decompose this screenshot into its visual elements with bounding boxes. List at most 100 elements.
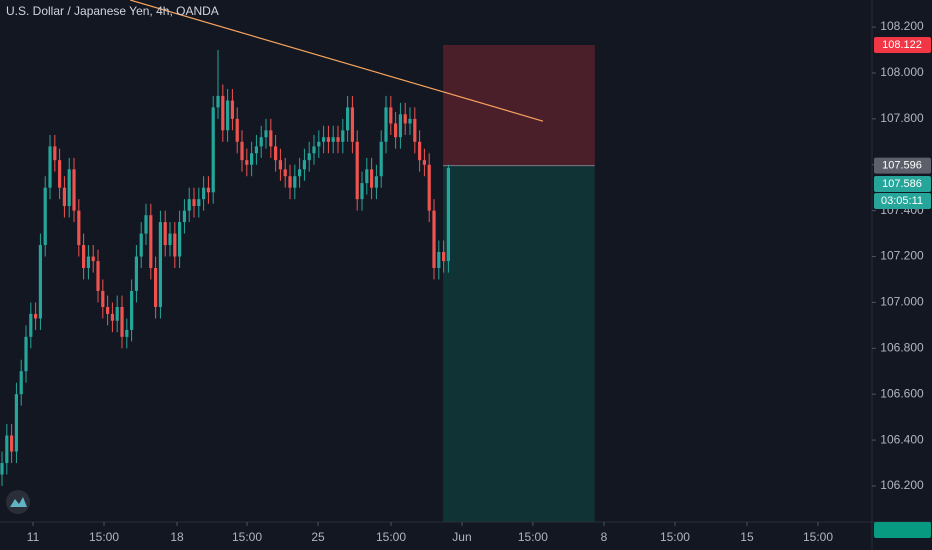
x-tick-label: 15 (740, 530, 754, 544)
candle-body (19, 371, 23, 395)
candle-body (158, 222, 163, 308)
candle-body (326, 137, 331, 142)
candle-body (72, 169, 76, 211)
candle-body (379, 141, 383, 177)
y-tick-label: 106.400 (880, 432, 924, 446)
candle-body (298, 169, 302, 177)
candle-body (182, 210, 187, 223)
x-tick-label: 15:00 (803, 530, 833, 544)
y-tick-label: 106.200 (880, 478, 924, 492)
candle-body (230, 100, 235, 119)
candle-body (312, 146, 316, 154)
y-tick-label: 108.200 (880, 19, 924, 33)
x-tick-label: Jun (452, 530, 471, 544)
candle-body (202, 187, 206, 200)
candle-body (120, 307, 124, 337)
x-tick-label: 15:00 (232, 530, 262, 544)
candle-body (374, 176, 379, 188)
candle-body (130, 290, 134, 330)
x-tick-label: 11 (27, 530, 40, 544)
candle-body (341, 130, 345, 142)
candle-body (442, 251, 446, 262)
target-zone (443, 165, 595, 522)
candle-body (317, 141, 321, 147)
candle-body (53, 146, 57, 161)
y-tick-label: 107.800 (880, 111, 924, 125)
x-tick-label: 15:00 (376, 530, 406, 544)
candle-body (106, 307, 110, 314)
candle-body (221, 95, 225, 131)
candle-body (14, 394, 19, 452)
candle-body (302, 160, 307, 170)
countdown: 03:05:11 (881, 195, 923, 207)
candle-body (307, 153, 311, 161)
candle-body (403, 114, 407, 124)
candle-body (264, 130, 268, 138)
candle-body (283, 169, 287, 177)
candle-body (259, 137, 263, 147)
candle-body (144, 215, 148, 234)
candle-body (34, 313, 38, 319)
candle-body (206, 187, 211, 193)
plot-area (0, 0, 595, 522)
candle-body (67, 169, 71, 207)
stop-price-tag: 108.122 (882, 39, 922, 51)
y-tick-label: 108.000 (880, 65, 924, 79)
candle-body (384, 107, 388, 142)
candle-body (163, 222, 167, 246)
x-tick-label: 18 (170, 530, 184, 544)
x-tick-label: 8 (601, 530, 608, 544)
candle-body (82, 245, 86, 268)
candle-body (149, 215, 153, 268)
candle-body (125, 329, 129, 337)
candle-body (197, 199, 201, 207)
logo (6, 490, 30, 514)
candle-body (77, 210, 81, 246)
candle-body (101, 290, 105, 308)
candle-body (24, 336, 28, 372)
candle-body (134, 256, 139, 291)
candle-body (331, 137, 335, 142)
candle-body (139, 233, 143, 257)
candle-body (43, 187, 47, 246)
candle-body (86, 256, 91, 268)
candle-body (355, 141, 359, 200)
x-tick-label: 15:00 (518, 530, 548, 544)
candle-body (178, 222, 182, 257)
candle-body (48, 146, 52, 188)
last-price-tag: 107.586 (882, 178, 922, 190)
candle-body (110, 313, 115, 321)
candle-body (408, 118, 412, 124)
candle-body (38, 245, 43, 319)
entry-price-tag: 107.596 (882, 160, 922, 172)
target-tag-bg (874, 522, 931, 538)
candle-body (346, 107, 350, 131)
x-tick-label: 25 (311, 530, 325, 544)
x-tick-label: 15:00 (660, 530, 690, 544)
candle-body (288, 176, 292, 188)
candle-body (91, 256, 95, 262)
candle-body (115, 307, 119, 321)
candle-body (274, 146, 278, 161)
y-tick-label: 107.200 (880, 249, 924, 263)
candle-body (5, 435, 9, 464)
entry-price-tag-bg (874, 157, 931, 174)
candle-body (29, 313, 33, 337)
candle-body (62, 187, 67, 207)
trendline (130, 0, 544, 122)
candle-body (336, 137, 340, 142)
candle-body (293, 176, 297, 188)
candle-body (432, 210, 436, 268)
stop-price-tag-bg (874, 36, 931, 53)
candle-body (446, 167, 451, 262)
candle-body (418, 141, 422, 161)
candle-body (226, 100, 230, 131)
candle-body (250, 153, 254, 165)
candle-body (365, 169, 369, 184)
candle-body (216, 95, 220, 108)
candle-body (10, 435, 14, 452)
candle-body (173, 233, 177, 257)
candle-body (370, 169, 374, 188)
